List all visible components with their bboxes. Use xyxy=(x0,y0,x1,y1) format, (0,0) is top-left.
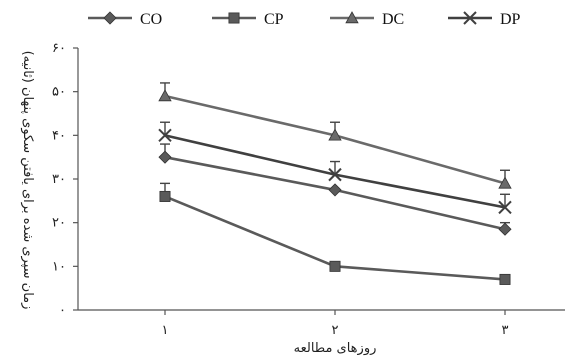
data-point xyxy=(328,128,342,141)
legend: CO CP DC DP xyxy=(88,11,521,28)
data-point xyxy=(329,260,341,272)
y-tick-label: ۶۰ xyxy=(52,41,66,56)
x-marker-stroke xyxy=(463,11,477,25)
x-tick-label: ۲ xyxy=(332,323,339,338)
series-cp xyxy=(159,182,511,285)
legend-label: DP xyxy=(500,11,521,28)
data-point xyxy=(158,89,172,102)
data-point xyxy=(158,150,172,164)
y-ticks: ۰ ۱۰ ۲۰ ۳۰ ۴۰ ۵۰ ۶۰ xyxy=(52,41,78,318)
x-axis-title: روزهای مطالعه xyxy=(294,341,377,356)
y-axis-title: زمان سپری شده برای یافتن سکوی پنهان (ثان… xyxy=(20,51,35,310)
x-ticks: ۱ ۲ ۳ xyxy=(162,310,509,338)
data-point xyxy=(498,222,512,236)
legend-label: CO xyxy=(140,11,162,28)
x-marker-stroke xyxy=(328,167,342,182)
y-tick-label: ۵۰ xyxy=(52,85,66,100)
y-tick-label: ۱۰ xyxy=(52,259,66,274)
legend-marker xyxy=(345,11,359,24)
legend-label: CP xyxy=(264,11,284,28)
legend-label: DC xyxy=(382,11,404,28)
legend-item-co: CO xyxy=(88,11,162,28)
axes: ۰ ۱۰ ۲۰ ۳۰ ۴۰ ۵۰ ۶۰ ۱ ۲ ۳ xyxy=(52,41,565,338)
x-tick-label: ۱ xyxy=(162,323,169,338)
data-point xyxy=(498,200,512,215)
y-tick-label: ۲۰ xyxy=(52,216,66,231)
x-marker-stroke xyxy=(158,128,172,143)
data-point xyxy=(499,273,511,285)
legend-item-cp: CP xyxy=(212,11,284,28)
legend-marker xyxy=(228,12,240,24)
data-point xyxy=(328,167,342,182)
y-tick-label: ۰ xyxy=(59,303,66,318)
legend-marker xyxy=(103,11,117,25)
series-dp xyxy=(158,121,512,215)
y-tick-label: ۳۰ xyxy=(52,172,66,187)
x-marker-stroke xyxy=(498,200,512,215)
legend-item-dc: DC xyxy=(330,11,404,28)
data-point xyxy=(159,190,171,202)
data-point xyxy=(498,176,512,189)
data-point xyxy=(158,128,172,143)
legend-item-dp: DP xyxy=(448,11,521,28)
x-tick-label: ۳ xyxy=(502,323,509,338)
series-layer xyxy=(158,82,512,285)
data-point xyxy=(328,183,342,197)
series-co xyxy=(158,143,512,236)
series-dc xyxy=(158,82,512,189)
legend-marker xyxy=(463,11,477,25)
y-tick-label: ۴۰ xyxy=(52,128,66,143)
